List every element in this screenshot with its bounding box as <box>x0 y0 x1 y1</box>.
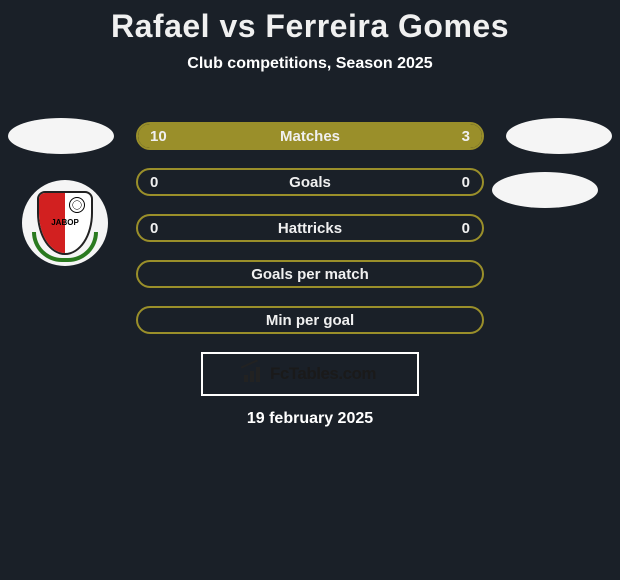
player-right-avatar-placeholder-2 <box>492 172 598 208</box>
laurel-icon <box>32 232 98 262</box>
watermark: FcTables.com <box>201 352 419 396</box>
stat-row: 0Hattricks0 <box>136 214 484 242</box>
stat-label: Goals <box>138 174 482 191</box>
player-left-club-badge: JABOP <box>22 180 108 266</box>
watermark-text: FcTables.com <box>270 364 376 384</box>
stat-row: 10Matches3 <box>136 122 484 150</box>
stat-label: Matches <box>138 128 482 145</box>
ball-icon <box>69 197 85 213</box>
stat-row: 0Goals0 <box>136 168 484 196</box>
stat-value-right: 0 <box>462 220 470 237</box>
chart-icon <box>244 366 264 382</box>
stat-value-right: 3 <box>462 128 470 145</box>
club-name-text: JABOP <box>39 219 91 227</box>
club-logo: JABOP <box>30 188 100 258</box>
subtitle: Club competitions, Season 2025 <box>0 55 620 73</box>
player-left-avatar-placeholder-1 <box>8 118 114 154</box>
stat-value-right: 0 <box>462 174 470 191</box>
stat-row: Min per goal <box>136 306 484 334</box>
date-text: 19 february 2025 <box>0 410 620 428</box>
stats-container: 10Matches30Goals00Hattricks0Goals per ma… <box>136 122 484 352</box>
player-right-avatar-placeholder-1 <box>506 118 612 154</box>
stat-row: Goals per match <box>136 260 484 288</box>
stat-label: Hattricks <box>138 220 482 237</box>
stat-label: Min per goal <box>138 312 482 329</box>
page-title: Rafael vs Ferreira Gomes <box>0 0 620 45</box>
stat-label: Goals per match <box>138 266 482 283</box>
